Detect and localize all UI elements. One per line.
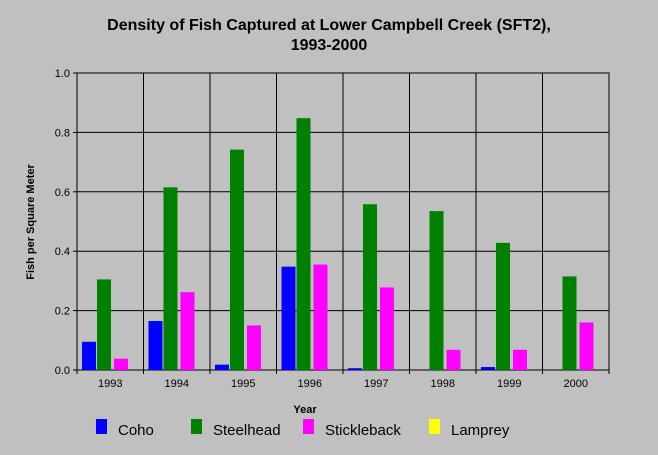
y-axis-title: Fish per Square Meter <box>25 164 37 280</box>
bar-stickleback-1998 <box>446 349 461 370</box>
bar-steelhead-1995 <box>230 149 244 370</box>
bar-stickleback-2000 <box>579 322 594 370</box>
legend-label-stickleback: Stickleback <box>325 422 401 439</box>
x-tick-label: 2000 <box>564 378 588 390</box>
y-tick-label: 0.4 <box>55 246 70 258</box>
bar-steelhead-2000 <box>562 276 577 370</box>
legend-swatch-coho <box>96 419 107 434</box>
bar-coho-1996 <box>281 266 296 370</box>
y-tick-label: 0.0 <box>55 365 70 377</box>
y-tick-label: 1.0 <box>55 68 70 80</box>
x-tick-label: 1996 <box>298 378 322 390</box>
legend-swatch-stickleback <box>303 419 314 434</box>
x-axis-title: Year <box>293 404 317 416</box>
legend-label-steelhead: Steelhead <box>213 422 281 439</box>
bar-coho-1994 <box>148 320 163 370</box>
legend-label-lamprey: Lamprey <box>451 422 510 439</box>
bar-steelhead-1994 <box>163 187 178 370</box>
y-tick-label: 0.8 <box>55 127 70 139</box>
y-axis-ticks: 0.0 0.2 0.4 0.6 0.8 1.0 <box>55 68 77 377</box>
x-tick-label: 1993 <box>98 378 122 390</box>
bar-coho-1993 <box>82 341 96 370</box>
bar-coho-1999 <box>481 367 495 370</box>
bars <box>82 118 594 370</box>
bar-stickleback-1997 <box>380 287 394 370</box>
x-tick-label: 1997 <box>364 378 388 390</box>
bar-coho-1995 <box>215 364 229 370</box>
x-tick-label: 1995 <box>231 378 255 390</box>
legend-swatch-steelhead <box>191 419 202 434</box>
y-tick-label: 0.6 <box>55 187 70 199</box>
x-tick-label: 1994 <box>165 378 189 390</box>
bar-steelhead-1998 <box>429 211 444 370</box>
bar-steelhead-1997 <box>363 204 377 370</box>
legend: Coho Steelhead Stickleback Lamprey <box>96 419 510 439</box>
bar-coho-1997 <box>348 368 362 370</box>
x-axis-ticks: 1993 1994 1995 1996 1997 1998 1999 2000 <box>76 370 610 390</box>
bar-steelhead-1996 <box>296 118 311 370</box>
legend-swatch-lamprey <box>429 419 440 434</box>
bar-steelhead-1993 <box>97 279 111 370</box>
legend-label-coho: Coho <box>118 422 154 439</box>
bar-stickleback-1995 <box>247 325 261 370</box>
bar-steelhead-1999 <box>496 242 510 370</box>
bar-stickleback-1996 <box>313 264 328 370</box>
bar-stickleback-1994 <box>180 292 195 370</box>
chart-title-line-1: Density of Fish Captured at Lower Campbe… <box>107 17 551 34</box>
bar-stickleback-1999 <box>513 349 527 370</box>
chart-title-line-2: 1993-2000 <box>291 37 368 54</box>
bar-stickleback-1993 <box>114 358 128 370</box>
x-tick-label: 1998 <box>431 378 455 390</box>
x-tick-label: 1999 <box>497 378 521 390</box>
y-tick-label: 0.2 <box>55 306 70 318</box>
